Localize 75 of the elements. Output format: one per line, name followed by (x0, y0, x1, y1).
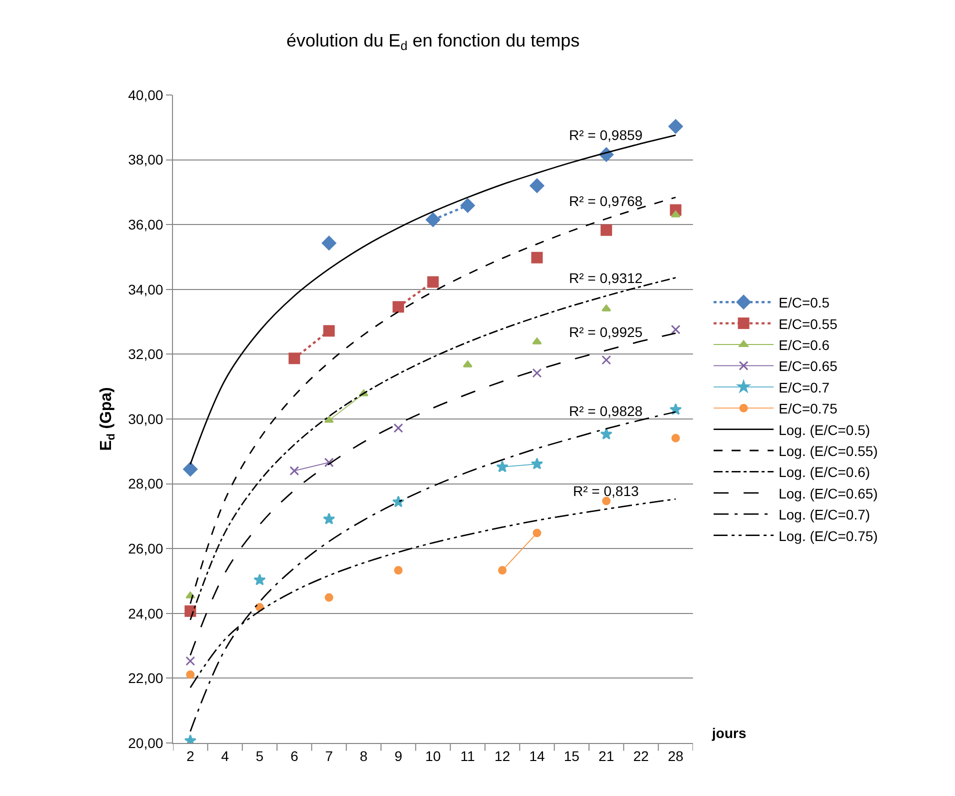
point (670, 403, 682, 415)
point (602, 355, 612, 365)
point (496, 460, 508, 472)
y-tick-label: 34,00 (128, 281, 164, 298)
point (600, 224, 612, 236)
y-tick-label: 22,00 (128, 670, 164, 686)
legend-label: E/C=0.7 (778, 379, 830, 396)
annotation: R² = 0,9859 (569, 127, 643, 143)
x-tick-label: 21 (598, 748, 614, 764)
y-tick-label: 24,00 (128, 605, 164, 622)
point (532, 368, 542, 378)
annotation: R² = 0,9828 (569, 403, 643, 419)
x-axis-title: jours (711, 725, 746, 741)
y-tick-label: 32,00 (128, 346, 164, 362)
point (530, 458, 544, 470)
x-tick-label: 9 (394, 748, 402, 764)
x-tick-label: 7 (325, 748, 334, 764)
annotation: R² = 0,9768 (569, 193, 643, 209)
point (462, 360, 472, 368)
point (530, 178, 544, 193)
point (671, 434, 680, 442)
point (670, 210, 680, 218)
legend-label: E/C=0.5 (778, 294, 830, 311)
point (254, 574, 266, 586)
y-tick-label: 26,00 (128, 540, 164, 556)
annotation: R² = 0,9312 (569, 270, 643, 286)
y-tick-label: 40,00 (128, 86, 164, 103)
x-tick-label: 11 (460, 748, 476, 764)
point (324, 593, 334, 602)
y-tick-label: 38,00 (128, 152, 164, 168)
annotation: R² = 0,9925 (569, 324, 643, 340)
legend-label: Log. (E/C=0.55) (778, 442, 878, 459)
chart-title: évolution du E$_{d}$ en fonction du temps (286, 30, 580, 54)
x-tick-label: 22 (633, 748, 649, 764)
x-tick-label: 28 (668, 748, 684, 764)
point (392, 301, 404, 313)
point (600, 428, 612, 440)
x-tick-label: 8 (360, 748, 368, 764)
point (532, 338, 542, 344)
x-tick-label: 10 (425, 748, 441, 764)
point (531, 252, 543, 264)
x-tick-label: 12 (494, 748, 510, 764)
point (670, 324, 680, 334)
point (322, 512, 336, 524)
point (394, 566, 403, 575)
y-tick-label: 36,00 (128, 216, 164, 232)
legend-label: Log. (E/C=0.75) (778, 528, 878, 544)
point (394, 423, 404, 433)
legend-label: E/C=0.6 (778, 336, 830, 353)
legend-label: E/C=0.65 (778, 358, 838, 374)
x-tick-label: 6 (290, 748, 298, 764)
point (602, 304, 612, 312)
legend-label: Log. (E/C=0.7) (778, 506, 870, 523)
point (322, 236, 336, 250)
point (186, 656, 196, 666)
point (186, 670, 195, 679)
legend-label: Log. (E/C=0.65) (778, 485, 878, 502)
x-tick-label: 14 (529, 748, 545, 764)
point (668, 119, 683, 134)
annotation: R² = 0,813 (573, 483, 639, 499)
y-tick-label: 30,00 (128, 410, 164, 427)
point (183, 462, 198, 476)
x-tick-label: 15 (564, 748, 580, 764)
point (288, 352, 300, 364)
legend-label: Log. (E/C=0.5) (778, 422, 870, 438)
x-tick-label: 4 (221, 748, 230, 764)
y-tick-label: 20,00 (128, 734, 164, 751)
legend-label: E/C=0.75 (778, 400, 838, 417)
y-tick-label: 28,00 (128, 476, 164, 492)
x-tick-label: 2 (186, 748, 194, 764)
x-tick-label: 5 (256, 748, 264, 764)
point (427, 276, 439, 288)
legend-label: Log. (E/C=0.6) (778, 464, 870, 480)
legend-label: E/C=0.55 (778, 316, 838, 332)
point (323, 325, 335, 337)
